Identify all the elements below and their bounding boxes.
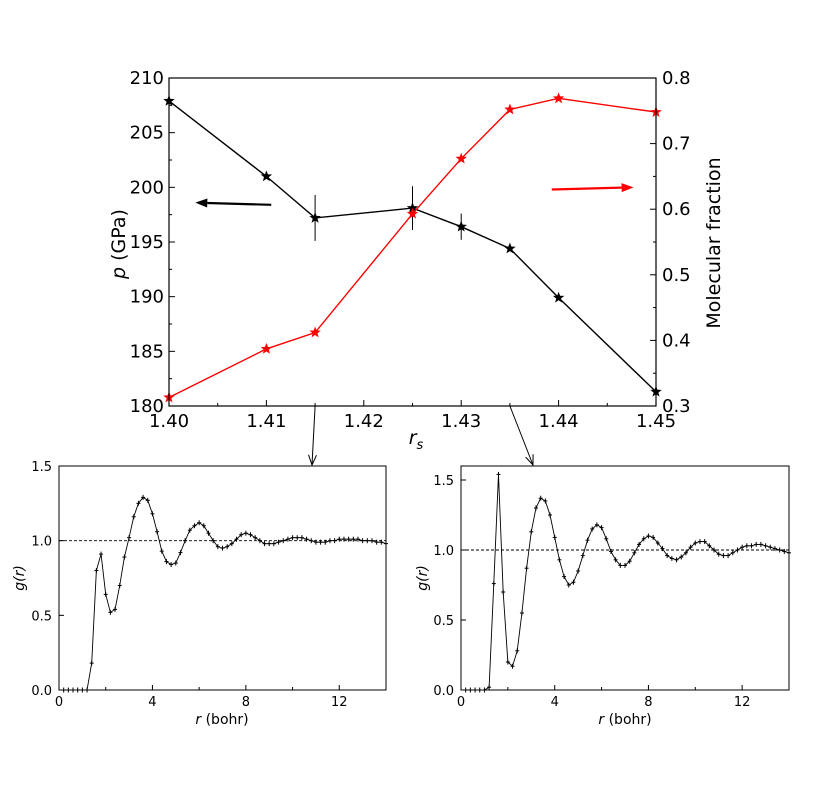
top-series-pressure [163,94,662,397]
pressure-point [260,170,273,182]
pressure-point [504,242,516,254]
top-ytick-left-label: 190 [130,287,164,308]
top-ytick-right-label: 0.5 [662,265,691,286]
top-ticks: 1.40 1.41 1.42 1.43 1.44 1.45 180 185 190 195 200 2… [130,68,691,432]
left-xtick-label: 8 [242,695,250,710]
right-ytick-label: 0.0 [433,684,454,699]
right-xlabel: r (bohr) [598,712,651,728]
fraction-line [168,97,657,399]
top-panel: 1.40 1.41 1.42 1.43 1.44 1.45 180 185 190 195 200 2… [108,68,725,467]
top-ytick-left-label: 180 [130,396,164,417]
left-xtick-label: 0 [55,695,63,710]
top-xtick-label: 1.43 [441,411,481,432]
top-xtick-label: 1.41 [246,411,286,432]
top-xtick-label: 1.42 [344,411,384,432]
fraction-point [552,92,565,104]
left-plot-frame [58,465,387,691]
pressure-point [455,220,467,232]
right-plot-frame [460,465,790,691]
right-xtick-label: 4 [551,695,559,710]
annotation-arrow-head [621,183,634,193]
top-xtick-label: 1.44 [539,411,579,432]
top-connectors [308,405,534,467]
left-ytick-label: 1.5 [31,460,52,475]
top-ytick-left-label: 200 [130,177,164,198]
top-ytick-left-label: 185 [130,341,164,362]
top-ytick-right-label: 0.7 [662,134,691,155]
right-ytick-label: 1.5 [433,474,454,489]
right-series [461,471,791,693]
fraction-point [406,207,419,219]
right-ylabel: g(r) [415,565,431,591]
top-plot-frame [168,77,657,407]
top-ytick-right-label: 0.3 [662,396,691,417]
left-xtick-label: 4 [148,695,156,710]
connector-arrow-head [525,454,534,467]
top-xlabel: rs [409,427,424,453]
fraction-point [309,326,321,338]
left-ytick-label: 0.0 [31,684,52,699]
connector-arrow-head [308,454,317,467]
annotation-arrow-shaft [207,201,272,206]
annotation-arrow-shaft [551,186,622,191]
top-ytick-right-label: 0.8 [662,68,691,89]
top-ytick-right-label: 0.4 [662,330,691,351]
top-ytick-left-label: 195 [130,232,164,253]
right-ytick-label: 1.0 [433,544,454,559]
top-ylabel-right: Molecular fraction [703,157,725,328]
connector-arrow [509,405,534,466]
right-xtick-label: 12 [734,695,751,710]
pressure-point [309,211,321,223]
left-ticks: 0 4 8 12 0.0 0.5 1.0 1.5 [31,460,347,710]
top-arrows [195,183,634,208]
left-gr-line [59,496,387,691]
top-ytick-right-label: 0.6 [662,199,691,220]
fraction-point [260,342,273,354]
right-gr-line [461,474,790,691]
left-ytick-label: 0.5 [31,609,52,624]
right-ticks: 0 4 8 12 0.0 0.5 1.0 1.5 [433,474,750,710]
left-panel: 0 4 8 12 0.0 0.5 1.0 1.5 r (bohr) g(r) [12,460,388,728]
connector-arrow [311,405,316,466]
left-xtick-label: 12 [331,695,348,710]
pressure-point [552,291,565,303]
pressure-line [168,100,657,393]
left-series [59,494,388,693]
right-ytick-label: 0.5 [433,614,454,629]
top-ytick-left-label: 205 [130,123,164,144]
left-xlabel: r (bohr) [195,712,248,728]
top-ylabel-left: p (GPa) [108,209,130,280]
annotation-arrow-head [195,198,208,208]
pressure-point [406,202,419,213]
right-panel: 0 4 8 12 0.0 0.5 1.0 1.5 r (bohr) g(r) [415,465,791,728]
top-xtick-label: 1.40 [149,411,189,432]
top-xtick-label: 1.45 [636,411,676,432]
left-ytick-label: 1.0 [31,535,52,550]
right-xtick-label: 0 [457,695,465,710]
top-ytick-left-label: 210 [130,68,164,89]
top-series-fraction [163,92,662,403]
fraction-point [504,103,516,115]
right-xtick-label: 8 [644,695,652,710]
fraction-point [455,152,467,164]
left-ylabel: g(r) [12,565,28,591]
